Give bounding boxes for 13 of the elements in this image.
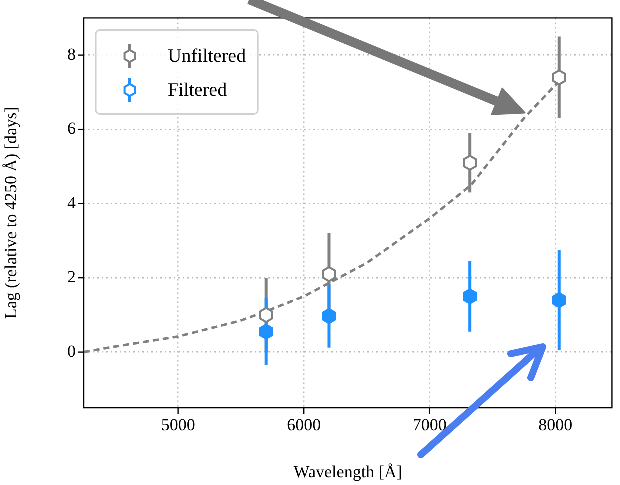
x-tick-label: 5000: [161, 416, 196, 435]
y-tick-label: 4: [68, 193, 76, 212]
y-tick-label: 6: [68, 119, 76, 138]
legend-label: Filtered: [168, 80, 228, 102]
x-tick-label: 7000: [412, 416, 447, 435]
legend-label: Unfiltered: [168, 46, 247, 68]
y-tick-label: 0: [68, 342, 76, 361]
x-tick-label: 6000: [287, 416, 322, 435]
y-axis-title: Lag (relative to 4250 Å) [days]: [2, 107, 21, 320]
x-axis-title: Wavelength [Å]: [294, 462, 402, 482]
y-tick-label: 8: [68, 44, 76, 64]
x-tick-label: 8000: [538, 416, 573, 435]
y-tick-label: 2: [68, 268, 76, 287]
